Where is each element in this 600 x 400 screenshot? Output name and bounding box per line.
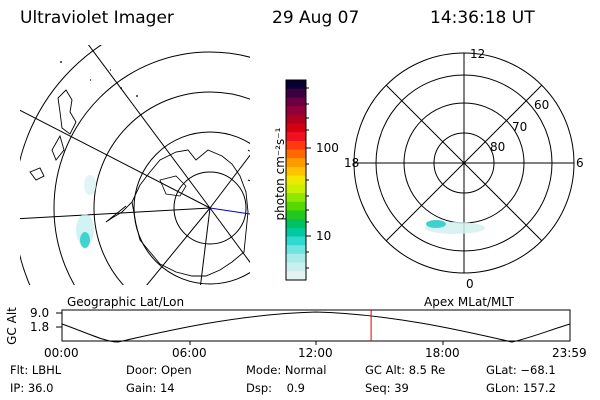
altitude-ylabel: GC Alt [5,307,19,345]
colorbar-swatch [286,236,306,246]
colorbar-swatch [286,219,306,229]
time-tick-1200: 12:00 [298,346,333,360]
colorbar-swatch [286,97,306,107]
status-gc-alt: GC Alt: 8.5 Re [365,363,446,377]
colorbar [286,80,306,281]
colorbar-swatch [286,201,306,212]
time-tick-1800: 18:00 [425,346,460,360]
altitude-plot [56,309,571,345]
colorbar-swatch [286,184,306,194]
colorbar-tick-100: 100 [316,141,339,155]
status-filter: Flt: LBHL [10,363,62,377]
colorbar-swatch [286,88,306,98]
ice-shelf [159,175,187,197]
mlat-label-70: 70 [512,120,528,134]
tasmania-coastline [29,167,45,181]
apex-panel-label: Apex MLat/MLT [424,295,514,309]
altitude-ytick-low: 1.8 [30,320,50,334]
colorbar-swatch [286,245,306,255]
status-glon: GLon: 157.2 [486,381,556,395]
colorbar-swatch [286,123,306,133]
colorbar-swatch [286,271,306,281]
mlt-label-18: 18 [344,156,360,170]
colorbar-swatch [286,193,306,203]
apex-aurora [425,220,485,234]
geographic-map [20,45,250,285]
colorbar-unit-label: photon cm⁻²s⁻¹ [273,127,287,221]
colorbar-swatch [286,175,306,185]
status-dsp: Dsp: 0.9 [246,381,305,395]
colorbar-swatch [286,166,306,177]
antarctica-coastline [131,149,249,277]
date-label: 29 Aug 07 [272,8,360,28]
colorbar-swatch [286,227,306,238]
colorbar-swatch [286,158,306,168]
time-tick-0600: 06:00 [172,346,207,360]
altitude-curve [61,311,571,343]
colorbar-swatch [286,149,306,159]
status-gain: Gain: 14 [126,381,175,395]
status-mode: Mode: Normal [246,363,327,377]
mlat-label-60: 60 [534,98,550,112]
colorbar-swatch [286,114,306,125]
time-label: 14:36:18 UT [430,8,535,28]
altitude-ytick-high: 9.0 [30,306,50,320]
antarctic-peninsula [105,201,133,223]
colorbar-swatch [286,253,306,264]
colorbar-tick-10: 10 [316,229,332,243]
mlt-label-0: 0 [466,277,474,291]
geographic-panel-label: Geographic Lat/Lon [67,295,185,309]
instrument-title: Ultraviolet Imager [20,8,174,28]
mlt-label-6: 6 [576,156,584,170]
status-ip: IP: 36.0 [10,381,54,395]
status-door: Door: Open [126,363,192,377]
mlt-label-12: 12 [470,47,486,61]
colorbar-swatch [286,140,306,151]
mlat-label-80: 80 [490,140,506,154]
colorbar-swatch [286,262,306,272]
colorbar-swatch [286,210,306,220]
time-tick-0000: 00:00 [44,346,79,360]
new-zealand-coastline [51,89,77,161]
colorbar-swatch [286,80,306,90]
colorbar-swatch [286,106,306,116]
apex-polar-plot [353,52,575,274]
time-tick-2359: 23:59 [552,346,587,360]
colorbar-ticks [306,87,311,269]
status-seq: Seq: 39 [365,381,409,395]
colorbar-swatch [286,132,306,142]
geo-aurora [76,175,96,248]
status-glat: GLat: −68.1 [486,363,556,377]
